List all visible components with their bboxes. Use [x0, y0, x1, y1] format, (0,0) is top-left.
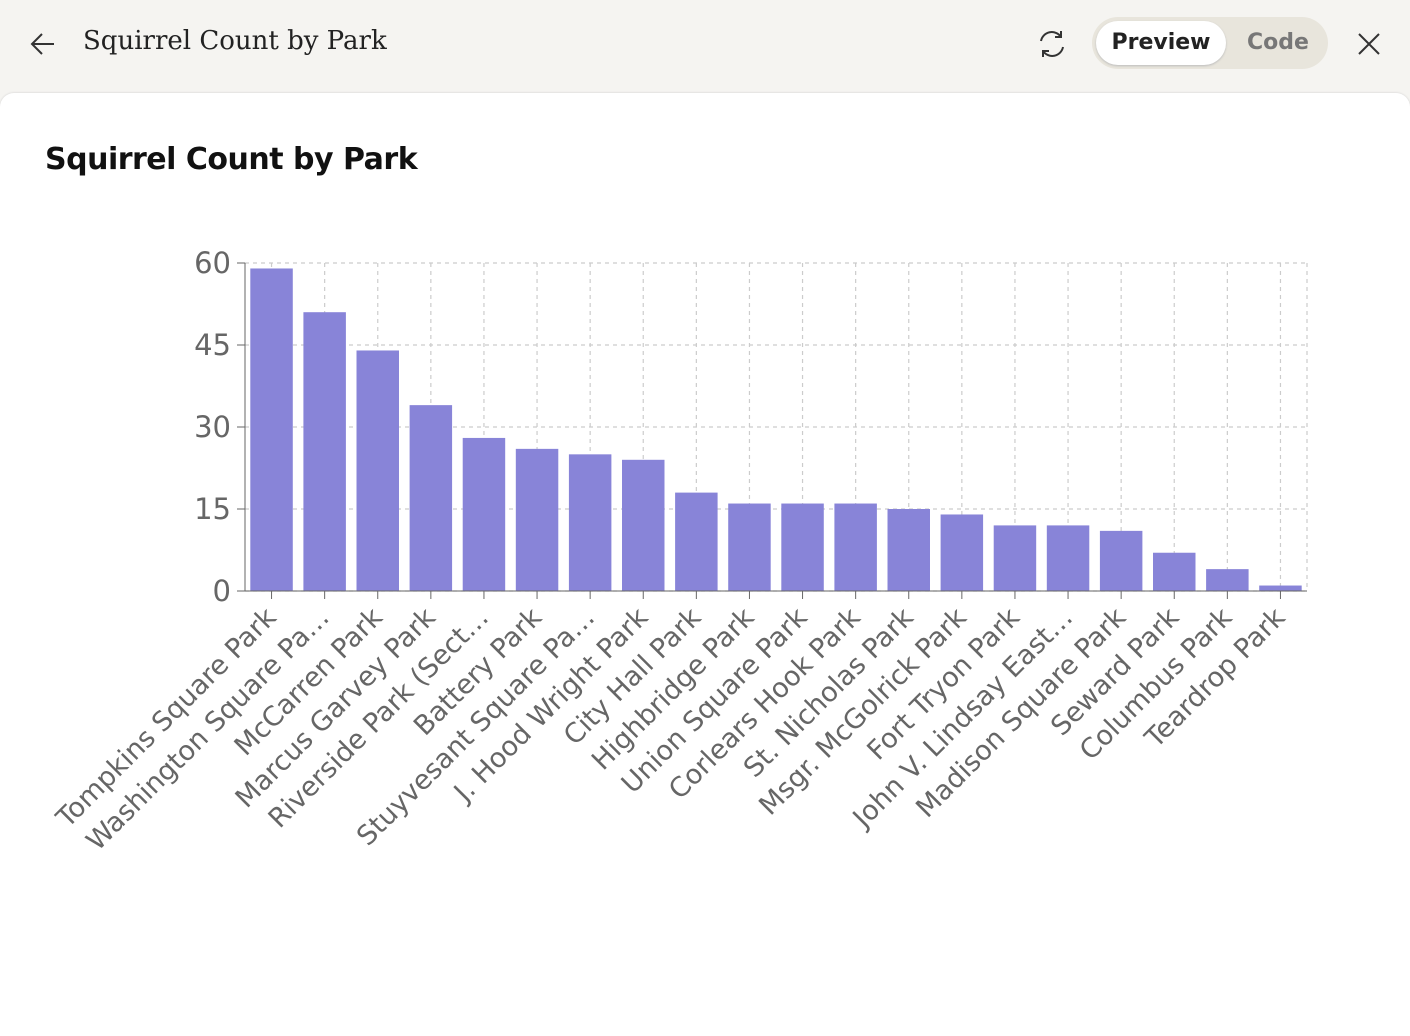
header-title: Squirrel Count by Park [83, 26, 387, 56]
bar [834, 503, 877, 591]
bar [993, 525, 1037, 591]
close-button[interactable] [1356, 31, 1382, 57]
bar [781, 503, 824, 591]
back-button[interactable] [28, 30, 58, 58]
y-tick-label: 0 [213, 574, 231, 608]
bar [940, 514, 984, 591]
y-tick-label: 45 [194, 328, 231, 362]
bar [1153, 552, 1196, 591]
bar [515, 448, 559, 591]
bar [356, 350, 399, 591]
code-tab[interactable]: Code [1247, 30, 1309, 55]
bar [1259, 585, 1302, 591]
bar [728, 503, 771, 591]
chart-title: Squirrel Count by Park [45, 142, 418, 177]
bar [303, 312, 346, 591]
bar [675, 492, 718, 591]
y-tick-label: 30 [194, 410, 231, 444]
preview-tab[interactable]: Preview [1096, 21, 1226, 65]
bar [250, 268, 293, 591]
top-bar: Squirrel Count by Park Preview Code [0, 0, 1410, 92]
bar [887, 509, 930, 591]
view-toggle: Preview Code [1092, 17, 1328, 69]
bar [1206, 569, 1249, 591]
bar [622, 459, 665, 591]
bar [1046, 525, 1090, 591]
bar [462, 437, 506, 591]
bar [568, 454, 612, 591]
bar [1099, 530, 1143, 591]
y-tick-label: 15 [194, 492, 231, 526]
y-tick-label: 60 [194, 246, 231, 280]
refresh-button[interactable] [1036, 28, 1068, 60]
bar [409, 405, 453, 591]
